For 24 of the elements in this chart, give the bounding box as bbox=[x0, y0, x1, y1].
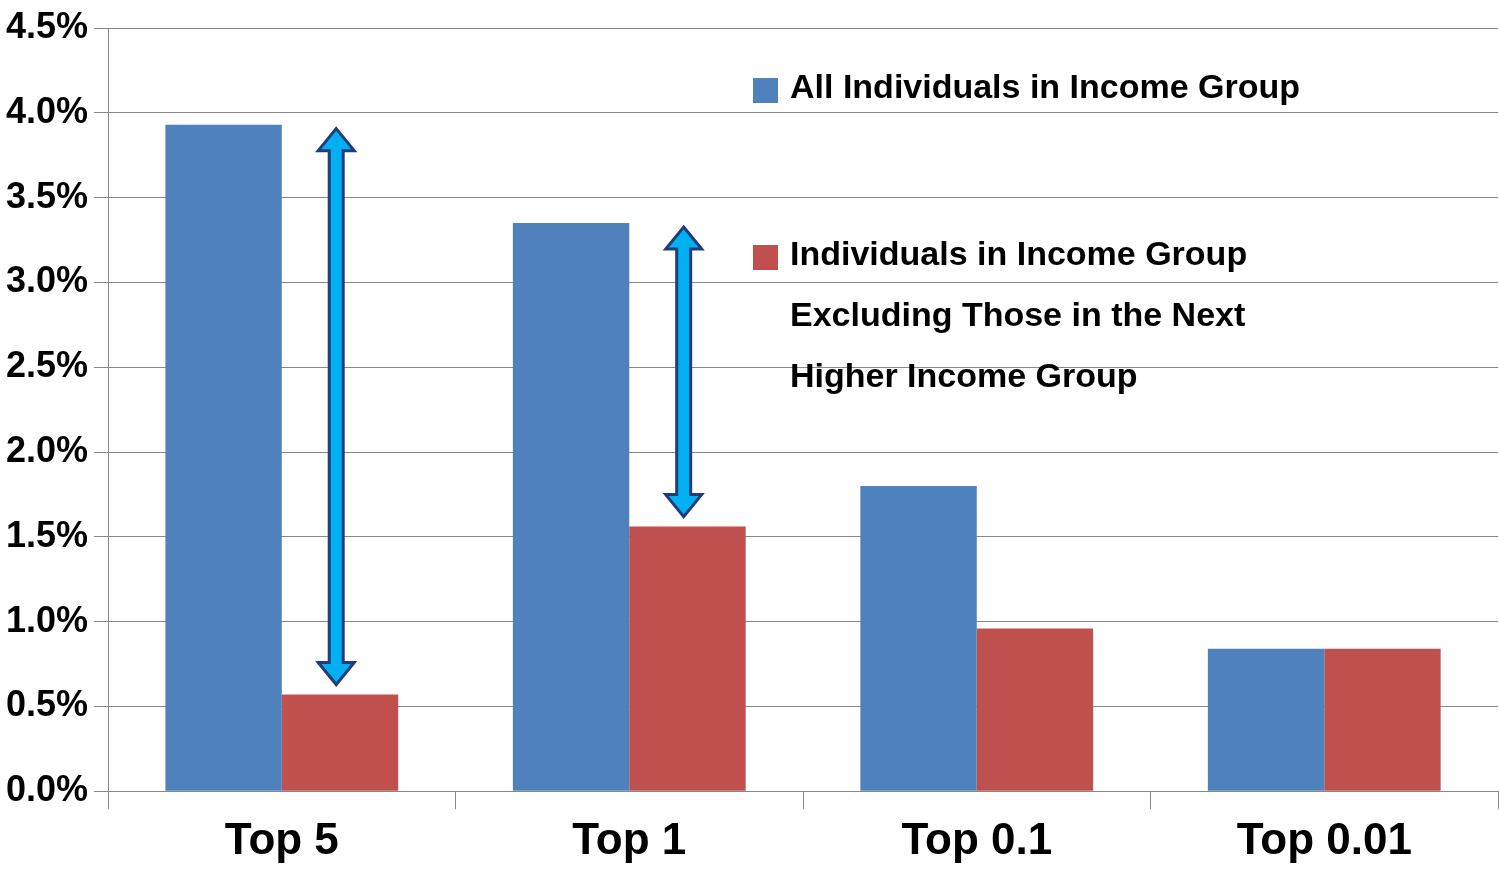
x-tick-label: Top 0.01 bbox=[1236, 813, 1412, 863]
y-tick-label: 3.0% bbox=[5, 259, 89, 301]
bar bbox=[1207, 648, 1325, 791]
y-tick-label: 2.5% bbox=[5, 344, 89, 386]
y-tick-label: 2.0% bbox=[5, 428, 89, 470]
y-tick-label: 0.5% bbox=[5, 683, 89, 725]
y-tick-label: 1.5% bbox=[5, 513, 89, 555]
legend-label: Individuals in Income Group Excluding Those in the Next Higher Income Group bbox=[790, 233, 1249, 396]
legend-label: All Individuals in Income Group bbox=[790, 66, 1301, 107]
y-tick-label: 0.0% bbox=[5, 768, 89, 810]
x-tick-label: Top 1 bbox=[572, 813, 687, 863]
y-tick-label: 1.0% bbox=[5, 598, 89, 640]
y-tick-label: 4.5% bbox=[5, 4, 89, 46]
y-tick-label: 4.0% bbox=[5, 89, 89, 131]
bar bbox=[281, 694, 399, 791]
bar bbox=[860, 485, 977, 791]
bar bbox=[512, 223, 630, 791]
x-tick-label: Top 0.1 bbox=[901, 813, 1053, 863]
bar bbox=[629, 526, 746, 791]
bar bbox=[1324, 648, 1441, 791]
bar bbox=[165, 124, 282, 791]
bar bbox=[976, 628, 1094, 791]
x-tick-label: Top 5 bbox=[224, 813, 339, 863]
y-tick-label: 3.5% bbox=[5, 174, 89, 216]
